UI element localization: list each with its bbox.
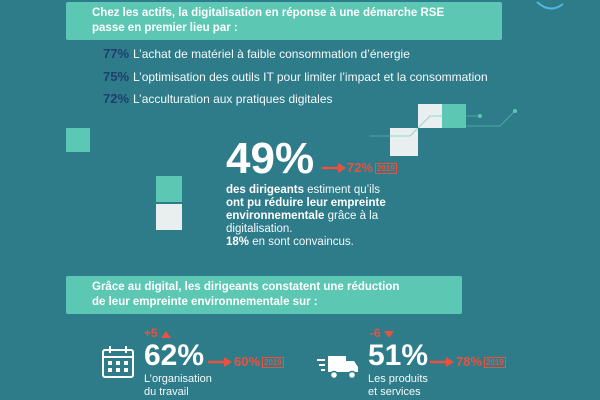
arrow-up-icon — [161, 330, 172, 338]
stat-text: L’achat de matériel à faible consommatio… — [133, 47, 410, 61]
dirigeants-description: des dirigeants estiment qu’ils ont pu ré… — [226, 184, 416, 249]
logo-icon — [536, 1, 564, 10]
previous-pct-value: 78% — [456, 354, 483, 369]
top-banner-line2: passe en premier lieu par : — [92, 22, 238, 34]
mid-banner-line1: Grâce au digital, les dirigeants constat… — [92, 281, 400, 293]
bottom-right-label: Les produits et services — [368, 373, 428, 399]
change-indicator: +5 — [144, 326, 172, 340]
change-indicator: -6 — [370, 326, 395, 340]
stat-pct: 75% — [103, 69, 130, 84]
label-line: L’organisation — [144, 373, 212, 385]
arrow-right-icon — [208, 357, 232, 367]
top-banner-line1: Chez les actifs, la digitalisation en ré… — [92, 7, 445, 19]
bottom-right-pct: 51% — [368, 339, 429, 372]
dirigeants-big-pct: 49% — [226, 134, 315, 183]
desc-bold: des dirigeants — [226, 184, 304, 196]
mid-banner-line2: de leur empreinte environnementale sur : — [92, 296, 318, 308]
stat-line: 72% L’acculturation aux pratiques digital… — [103, 91, 333, 106]
arrow-right-icon — [430, 357, 454, 367]
label-line: du travail — [144, 386, 189, 398]
arrow-right-icon — [322, 163, 346, 173]
desc-bold: environnementale — [226, 210, 325, 222]
bottom-left-label: L’organisation du travail — [144, 373, 212, 399]
desc-bold: 18% — [226, 236, 250, 248]
previous-pct-value: 72% — [347, 160, 374, 175]
circuit-decoration — [370, 109, 517, 137]
label-line: et services — [368, 386, 421, 398]
stat-text: L’optimisation des outils IT pour limite… — [133, 70, 488, 84]
stat-text: L’acculturation aux pratiques digitales — [133, 92, 333, 106]
bottom-right-previous: 78% 2019 — [456, 354, 506, 369]
arrow-down-icon — [384, 330, 395, 338]
calendar-icon — [102, 346, 134, 378]
desc-text: en sont convaincus. — [249, 236, 354, 248]
year-badge: 2019 — [375, 163, 397, 175]
desc-text: grâce à la — [324, 210, 379, 222]
truck-icon — [317, 356, 358, 380]
change-value: +5 — [144, 326, 158, 340]
dirigeants-previous-pct: 72% 2019 — [347, 160, 397, 175]
mid-banner: Grâce au digital, les dirigeants constat… — [66, 276, 462, 314]
year-badge: 2019 — [262, 357, 284, 369]
previous-pct-value: 60% — [234, 354, 261, 369]
stat-pct: 72% — [103, 91, 130, 106]
year-badge: 2019 — [484, 357, 506, 369]
stat-line: 75% L’optimisation des outils IT pour lim… — [103, 69, 488, 84]
bottom-left-previous: 60% 2019 — [234, 354, 284, 369]
desc-bold: ont pu réduire leur empreinte — [226, 197, 386, 209]
bottom-left-pct: 62% — [144, 339, 205, 372]
deco-square — [66, 128, 90, 152]
desc-text: digitalisation. — [226, 223, 293, 235]
stat-line: 77% L’achat de matériel à faible consomma… — [103, 46, 410, 61]
deco-square — [156, 204, 182, 230]
deco-square — [156, 176, 182, 202]
stat-pct: 77% — [103, 46, 130, 61]
label-line: Les produits — [368, 373, 428, 385]
desc-text: estiment qu’ils — [303, 184, 381, 196]
top-banner: Chez les actifs, la digitalisation en ré… — [66, 2, 502, 40]
change-value: -6 — [370, 326, 381, 340]
